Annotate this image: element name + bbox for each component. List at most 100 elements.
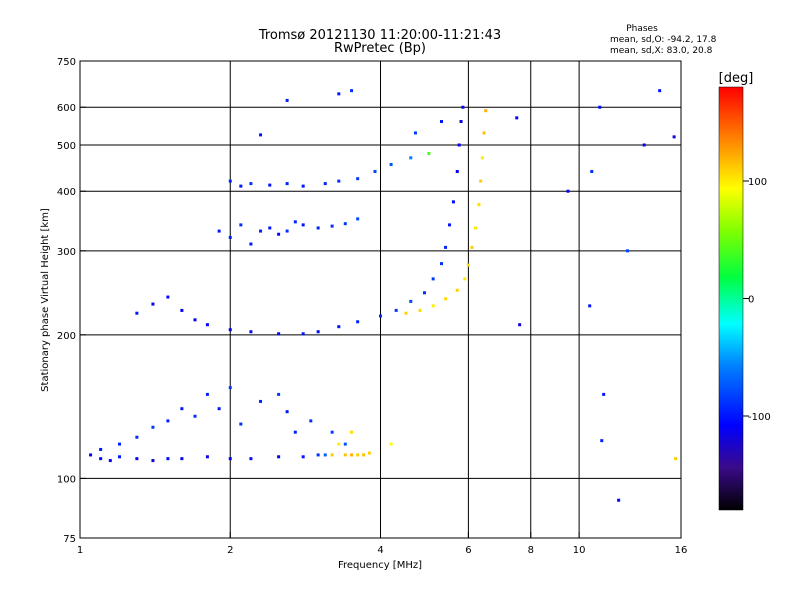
- data-point: [180, 457, 184, 461]
- data-point: [427, 151, 431, 155]
- data-point: [356, 320, 360, 324]
- data-point: [480, 156, 484, 160]
- data-point: [484, 109, 488, 113]
- y-tick-label: 400: [57, 187, 76, 198]
- data-point: [277, 455, 281, 459]
- data-point: [617, 498, 621, 502]
- colorbar-label: [deg]: [719, 71, 754, 86]
- chart-subtitle: RwPretec (Bp): [334, 41, 426, 56]
- data-point: [343, 222, 347, 226]
- data-point: [356, 217, 360, 221]
- y-axis-label: Stationary phase Virtual Height [km]: [40, 208, 51, 392]
- data-point: [323, 453, 327, 457]
- data-point: [404, 311, 408, 315]
- data-point: [455, 288, 459, 292]
- data-point: [330, 430, 334, 434]
- data-point: [89, 453, 93, 457]
- data-point: [356, 453, 360, 457]
- data-point: [285, 229, 289, 233]
- data-point: [588, 304, 592, 308]
- data-point: [330, 224, 334, 228]
- data-point: [239, 422, 243, 426]
- data-point: [180, 407, 184, 411]
- data-point: [293, 220, 297, 224]
- data-point: [151, 459, 155, 463]
- data-point: [293, 430, 297, 434]
- x-tick-label: 6: [465, 545, 471, 556]
- data-point: [249, 182, 253, 186]
- colorbar-tick-label: 0: [748, 295, 754, 306]
- stats-line-o: mean, sd,O: -94.2, 17.8: [610, 35, 717, 45]
- data-point: [337, 179, 341, 183]
- data-point: [330, 453, 334, 457]
- data-point: [350, 453, 354, 457]
- y-tick-label: 750: [57, 57, 76, 68]
- x-tick-label: 1: [77, 545, 83, 556]
- colorbar-ticks: 100 0 -100: [743, 177, 771, 423]
- data-point: [135, 311, 139, 315]
- stats-heading: Phases: [626, 24, 658, 34]
- data-point: [166, 457, 170, 461]
- data-point: [418, 308, 422, 312]
- data-point: [277, 332, 281, 336]
- data-point: [228, 235, 232, 239]
- data-point: [440, 120, 444, 124]
- data-point: [602, 392, 606, 396]
- data-point: [99, 457, 103, 461]
- data-point: [249, 330, 253, 334]
- data-point: [343, 442, 347, 446]
- data-point: [590, 169, 594, 173]
- data-point: [625, 249, 629, 253]
- data-point: [249, 457, 253, 461]
- data-point: [466, 263, 470, 267]
- data-point: [268, 183, 272, 187]
- data-point: [309, 419, 313, 423]
- x-axis-ticks: 1 2 4 6 8 10 16: [77, 532, 687, 556]
- data-point: [350, 89, 354, 93]
- data-point: [470, 245, 474, 249]
- data-point: [118, 455, 122, 459]
- data-point: [350, 430, 354, 434]
- data-point: [285, 182, 289, 186]
- data-point: [268, 226, 272, 230]
- data-point: [228, 328, 232, 332]
- data-point: [316, 453, 320, 457]
- data-point: [444, 297, 448, 301]
- x-tick-label: 10: [573, 545, 586, 556]
- data-point: [99, 447, 103, 451]
- data-point: [431, 277, 435, 281]
- data-point: [642, 143, 646, 147]
- x-tick-label: 4: [377, 545, 383, 556]
- data-point: [566, 189, 570, 193]
- data-point: [205, 455, 209, 459]
- data-point: [301, 184, 305, 188]
- data-points: [89, 89, 678, 502]
- data-point: [166, 295, 170, 299]
- data-point: [228, 179, 232, 183]
- data-point: [228, 457, 232, 461]
- y-tick-label: 600: [57, 103, 76, 114]
- data-point: [151, 302, 155, 306]
- data-point: [259, 229, 263, 233]
- data-point: [463, 277, 467, 281]
- data-point: [422, 291, 426, 295]
- data-point: [205, 323, 209, 327]
- data-point: [440, 262, 444, 266]
- data-point: [674, 457, 678, 461]
- data-point: [277, 392, 281, 396]
- y-tick-label: 100: [57, 474, 76, 485]
- data-point: [362, 453, 366, 457]
- data-point: [389, 163, 393, 167]
- chart-title: Tromsø 20121130 11:20:00-11:21:43: [258, 28, 501, 43]
- data-point: [518, 323, 522, 327]
- data-point: [301, 455, 305, 459]
- data-point: [515, 116, 519, 120]
- stats-line-x: mean, sd,X: 83.0, 20.8: [610, 46, 713, 56]
- data-point: [343, 453, 347, 457]
- data-point: [249, 242, 253, 246]
- data-point: [457, 143, 461, 147]
- data-point: [301, 332, 305, 336]
- data-point: [431, 304, 435, 308]
- y-tick-label: 200: [57, 331, 76, 342]
